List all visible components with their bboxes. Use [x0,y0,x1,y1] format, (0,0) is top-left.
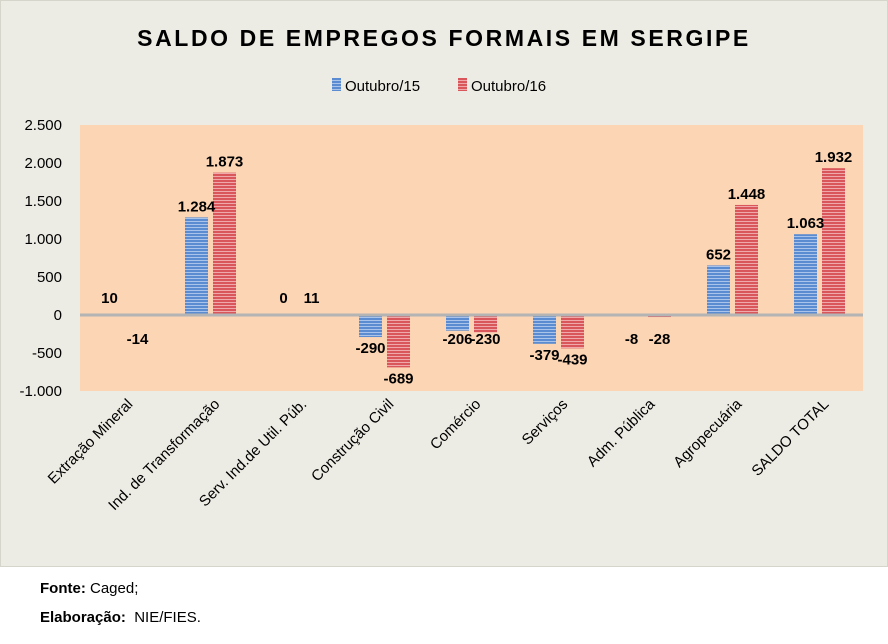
x-tick-label: Extração Mineral [45,396,137,488]
bar-outubro-16 [822,168,845,315]
data-label: -206 [442,331,472,348]
data-label: -14 [127,331,149,348]
footer-credit: Elaboração: NIE/FIES. [40,609,201,626]
legend: Outubro/15 Outubro/16 [332,78,546,95]
y-tick-label: 1.000 [24,231,62,248]
x-tick-label: SALDO TOTAL [748,396,832,480]
data-label: 11 [304,290,320,307]
legend-label-outubro-16: Outubro/16 [471,78,546,95]
x-tick-label: Adm. Pública [584,395,659,470]
data-label: -379 [529,347,559,364]
chart-title: SALDO DE EMPREGOS FORMAIS EM SERGIPE [137,25,751,51]
data-label: 1.448 [728,186,766,203]
bar-outubro-16 [561,315,584,349]
credit-value: NIE/FIES. [134,609,201,626]
data-label: -28 [649,331,671,348]
credit-label: Elaboração: [40,609,126,626]
data-label: -290 [355,340,385,357]
bar-chart: SALDO DE EMPREGOS FORMAIS EM SERGIPE Out… [19,25,863,514]
x-tick-label: Agropecuária [670,395,746,471]
data-labels: 10 -14 1.284 1.873 0 11 -290 -689 -206-230 -379-4… [101,149,852,387]
bar-outubro-15 [533,315,556,344]
plot-area [80,125,863,391]
legend-label-outubro-15: Outubro/15 [345,78,420,95]
y-tick-label: 1.500 [24,193,62,210]
data-label: -439 [557,351,587,368]
data-label: -8 [625,331,638,348]
y-axis: 2.500 2.000 1.500 1.000 500 0 -500 -1.000 [19,117,62,400]
bar-outubro-16 [387,315,410,368]
bar-outubro-15 [794,234,817,315]
y-tick-label: 2.500 [24,117,62,134]
data-label: 10 [101,290,118,307]
data-label: 0 [279,290,287,307]
source-label: Fonte: [40,580,86,597]
data-label: -230 [470,331,500,348]
footer-source: Fonte: Caged; [40,580,138,597]
legend-swatch-outubro-15 [332,78,341,91]
data-label: 652 [706,246,731,263]
x-tick-label: Comércio [427,396,484,453]
x-tick-label: Serviços [519,396,572,449]
bar-outubro-15 [185,217,208,315]
y-tick-label: 0 [54,307,62,324]
data-label: 1.932 [815,149,853,166]
data-label: 1.873 [206,154,244,171]
bar-outubro-16 [474,315,497,333]
y-tick-label: 2.000 [24,155,62,172]
data-label: 1.284 [178,198,216,215]
bar-outubro-15 [446,315,469,331]
x-tick-label: Construção Civil [308,396,397,485]
bar-outubro-16 [213,172,236,315]
bar-outubro-15 [359,315,382,338]
bar-outubro-16 [735,204,758,315]
y-tick-label: -1.000 [19,383,62,400]
bar-outubro-15 [707,265,730,315]
data-label: -689 [383,370,413,387]
y-tick-label: 500 [37,269,62,286]
source-value: Caged; [90,580,139,597]
legend-swatch-outubro-16 [458,78,467,91]
bars [98,168,845,368]
y-tick-label: -500 [32,345,62,362]
data-label: 1.063 [787,215,825,232]
